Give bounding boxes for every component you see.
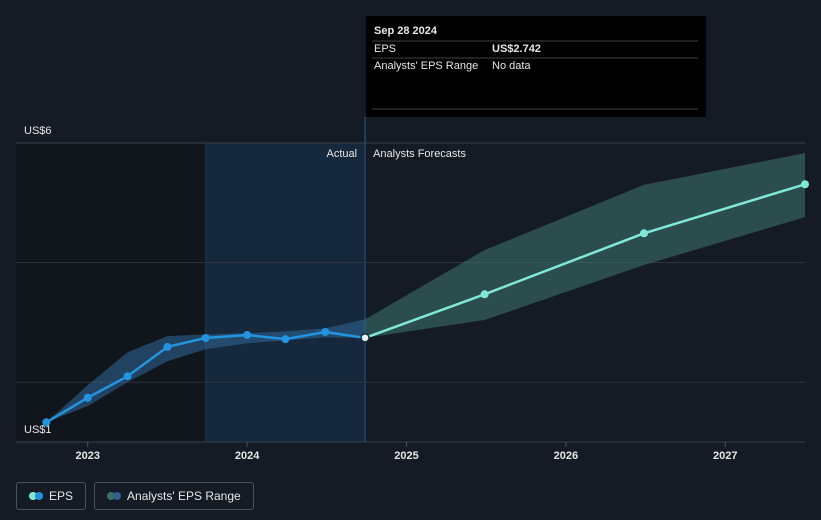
legend-eps[interactable]: EPS [16, 482, 87, 510]
y-tick-label: US$6 [24, 125, 52, 137]
legend-range[interactable]: Analysts' EPS Range [94, 482, 254, 510]
legend-label: EPS [49, 489, 74, 503]
legend-label: Analysts' EPS Range [127, 489, 241, 503]
eps-point [281, 335, 290, 344]
range-band [365, 153, 805, 338]
eps-point [163, 342, 172, 351]
eps-point [640, 229, 649, 238]
page: Actual Analysts Forecasts US$6 US$1 2023 2024… [16, 16, 809, 510]
x-tick-label: 2027 [713, 450, 737, 462]
x-tick-label: 2024 [235, 450, 260, 462]
period-label: Analysts Forecasts [373, 148, 466, 160]
eps-point [801, 180, 809, 189]
x-tick-label: 2025 [394, 450, 418, 462]
tooltip-value: US$2.742 [492, 43, 541, 55]
tooltip-date: Sep 28 2024 [374, 25, 438, 37]
eps-line [364, 183, 806, 340]
legend-swatch [29, 492, 43, 500]
x-tick-label: 2023 [75, 450, 99, 462]
tooltip-value: No data [492, 60, 531, 72]
tooltip-label: EPS [374, 43, 396, 55]
actual-shade [205, 143, 366, 442]
eps-point [480, 290, 489, 299]
eps-point [243, 330, 252, 339]
y-tick-label: US$1 [24, 424, 52, 436]
x-tick-label: 2026 [554, 450, 578, 462]
eps-point [321, 327, 330, 336]
legend-swatch [107, 492, 122, 500]
period-label: Actual [326, 148, 357, 160]
eps-point [360, 333, 370, 343]
eps-point [201, 333, 210, 342]
eps-point [83, 393, 92, 402]
tooltip-label: Analysts' EPS Range [374, 60, 478, 72]
eps-point [123, 372, 132, 381]
eps-point [42, 418, 51, 427]
past-shade [16, 143, 206, 442]
tooltip-box [366, 16, 706, 117]
legend: EPS Analysts' EPS Range [16, 482, 254, 510]
chart: Actual Analysts Forecasts US$6 US$1 2023 2024… [16, 16, 809, 462]
